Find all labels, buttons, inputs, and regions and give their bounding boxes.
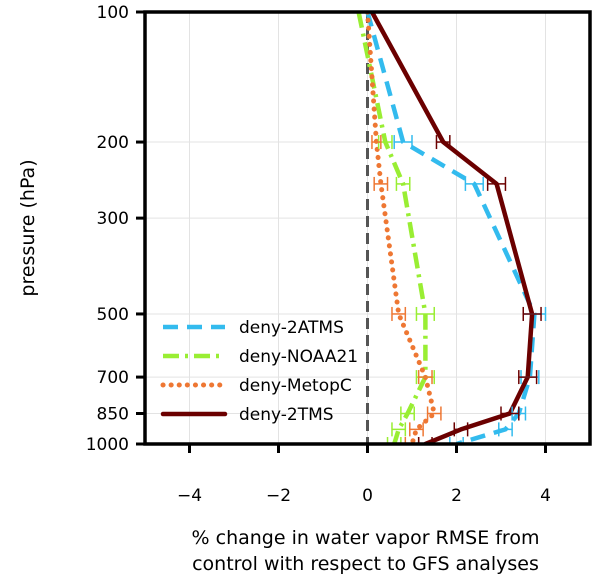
error-bar-deny-MetopC bbox=[426, 406, 442, 421]
y-axis-title: pressure (hPa) bbox=[17, 159, 39, 296]
error-bars bbox=[371, 135, 547, 444]
y-tick-label: 200 bbox=[97, 133, 129, 153]
y-tick-label: 100 bbox=[97, 3, 129, 23]
error-bar-deny-MetopC bbox=[417, 370, 433, 385]
error-bar-deny-2TMS bbox=[486, 176, 507, 191]
error-bar-deny-2ATMS bbox=[449, 437, 464, 444]
error-bar-deny-NOAA21 bbox=[395, 176, 411, 191]
x-tick-label: 0 bbox=[362, 486, 373, 506]
x-axis-title-line-1: % change in water vapor RMSE from bbox=[192, 527, 540, 549]
x-tick-label: 2 bbox=[451, 486, 462, 506]
error-bar-deny-NOAA21 bbox=[400, 406, 415, 421]
error-bar-deny-2TMS bbox=[500, 406, 520, 421]
error-bar-deny-NOAA21 bbox=[391, 422, 407, 437]
y-tick-label: 300 bbox=[97, 209, 129, 229]
x-tick-label: −4 bbox=[177, 486, 202, 506]
y-tick-label: 700 bbox=[97, 368, 129, 388]
error-bar-deny-2TMS bbox=[435, 135, 451, 150]
x-tick-labels: −4 −2 0 2 4 bbox=[177, 486, 551, 506]
series-line-deny-2TMS bbox=[369, 12, 535, 444]
error-bar-deny-2TMS bbox=[417, 437, 433, 444]
y-tick-label: 500 bbox=[97, 305, 129, 325]
error-bar-deny-MetopC bbox=[391, 306, 407, 321]
error-bar-deny-2ATMS bbox=[393, 135, 413, 150]
error-bar-deny-MetopC bbox=[409, 422, 424, 437]
y-tick-label: 1000 bbox=[86, 435, 129, 455]
legend-label-deny-NOAA21: deny-NOAA21 bbox=[239, 347, 358, 367]
legend-label-deny-2ATMS: deny-2ATMS bbox=[239, 318, 344, 338]
error-bar-deny-2TMS bbox=[453, 422, 469, 437]
error-bar-deny-2TMS bbox=[522, 306, 542, 321]
legend-label-deny-2TMS: deny-2TMS bbox=[239, 405, 334, 425]
error-bar-deny-NOAA21 bbox=[415, 306, 435, 321]
error-bar-deny-MetopC bbox=[371, 135, 382, 150]
series-lines bbox=[356, 12, 537, 444]
legend-label-deny-MetopC: deny-MetopC bbox=[239, 376, 352, 396]
error-bar-deny-MetopC bbox=[373, 176, 389, 191]
error-bar-deny-2ATMS bbox=[498, 422, 513, 437]
x-axis-title-line-2: control with respect to GFS analyses bbox=[192, 553, 539, 575]
x-tick-label: −2 bbox=[266, 486, 291, 506]
series-line-deny-MetopC bbox=[365, 12, 437, 444]
y-tick-labels: 100 200 300 500 700 850 1000 bbox=[86, 3, 129, 455]
error-bar-deny-NOAA21 bbox=[386, 437, 402, 444]
axis-ticks bbox=[136, 10, 547, 453]
x-tick-label: 4 bbox=[540, 486, 551, 506]
legend: deny-2ATMS deny-NOAA21 deny-MetopC deny-2TM… bbox=[160, 318, 358, 425]
series-line-deny-NOAA21 bbox=[356, 12, 428, 444]
error-bar-deny-2TMS bbox=[518, 370, 538, 385]
y-tick-label: 850 bbox=[97, 405, 129, 425]
error-bar-deny-2ATMS bbox=[464, 176, 484, 191]
